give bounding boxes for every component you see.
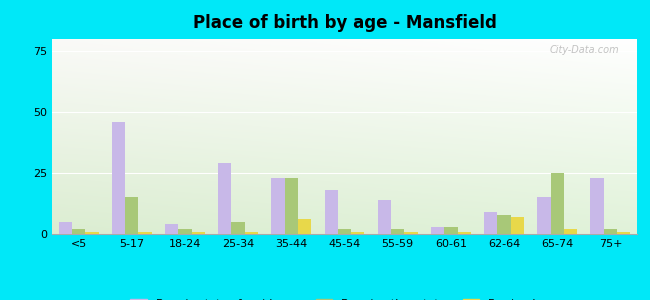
Bar	[617, 232, 630, 234]
Bar	[138, 232, 151, 234]
Bar	[551, 173, 564, 234]
Bar	[497, 214, 511, 234]
Bar	[484, 212, 497, 234]
Bar	[192, 232, 205, 234]
Title: Place of birth by age - Mansfield: Place of birth by age - Mansfield	[192, 14, 497, 32]
Bar	[298, 219, 311, 234]
Bar	[538, 197, 551, 234]
Bar	[112, 122, 125, 234]
Bar	[458, 232, 471, 234]
Bar	[165, 224, 178, 234]
Bar	[564, 229, 577, 234]
Bar	[272, 178, 285, 234]
Bar	[391, 229, 404, 234]
Bar	[404, 232, 418, 234]
Bar	[178, 229, 192, 234]
Bar	[338, 229, 351, 234]
Bar	[72, 229, 85, 234]
Text: City-Data.com: City-Data.com	[550, 45, 619, 55]
Bar	[58, 222, 72, 234]
Bar	[444, 227, 458, 234]
Legend: Born in state of residence, Born in other state, Foreign-born: Born in state of residence, Born in othe…	[125, 294, 564, 300]
Bar	[604, 229, 617, 234]
Bar	[324, 190, 338, 234]
Bar	[218, 163, 231, 234]
Bar	[85, 232, 99, 234]
Bar	[378, 200, 391, 234]
Bar	[431, 227, 444, 234]
Bar	[285, 178, 298, 234]
Bar	[590, 178, 604, 234]
Bar	[125, 197, 138, 234]
Bar	[351, 232, 365, 234]
Bar	[231, 222, 245, 234]
Bar	[245, 232, 258, 234]
Bar	[511, 217, 524, 234]
